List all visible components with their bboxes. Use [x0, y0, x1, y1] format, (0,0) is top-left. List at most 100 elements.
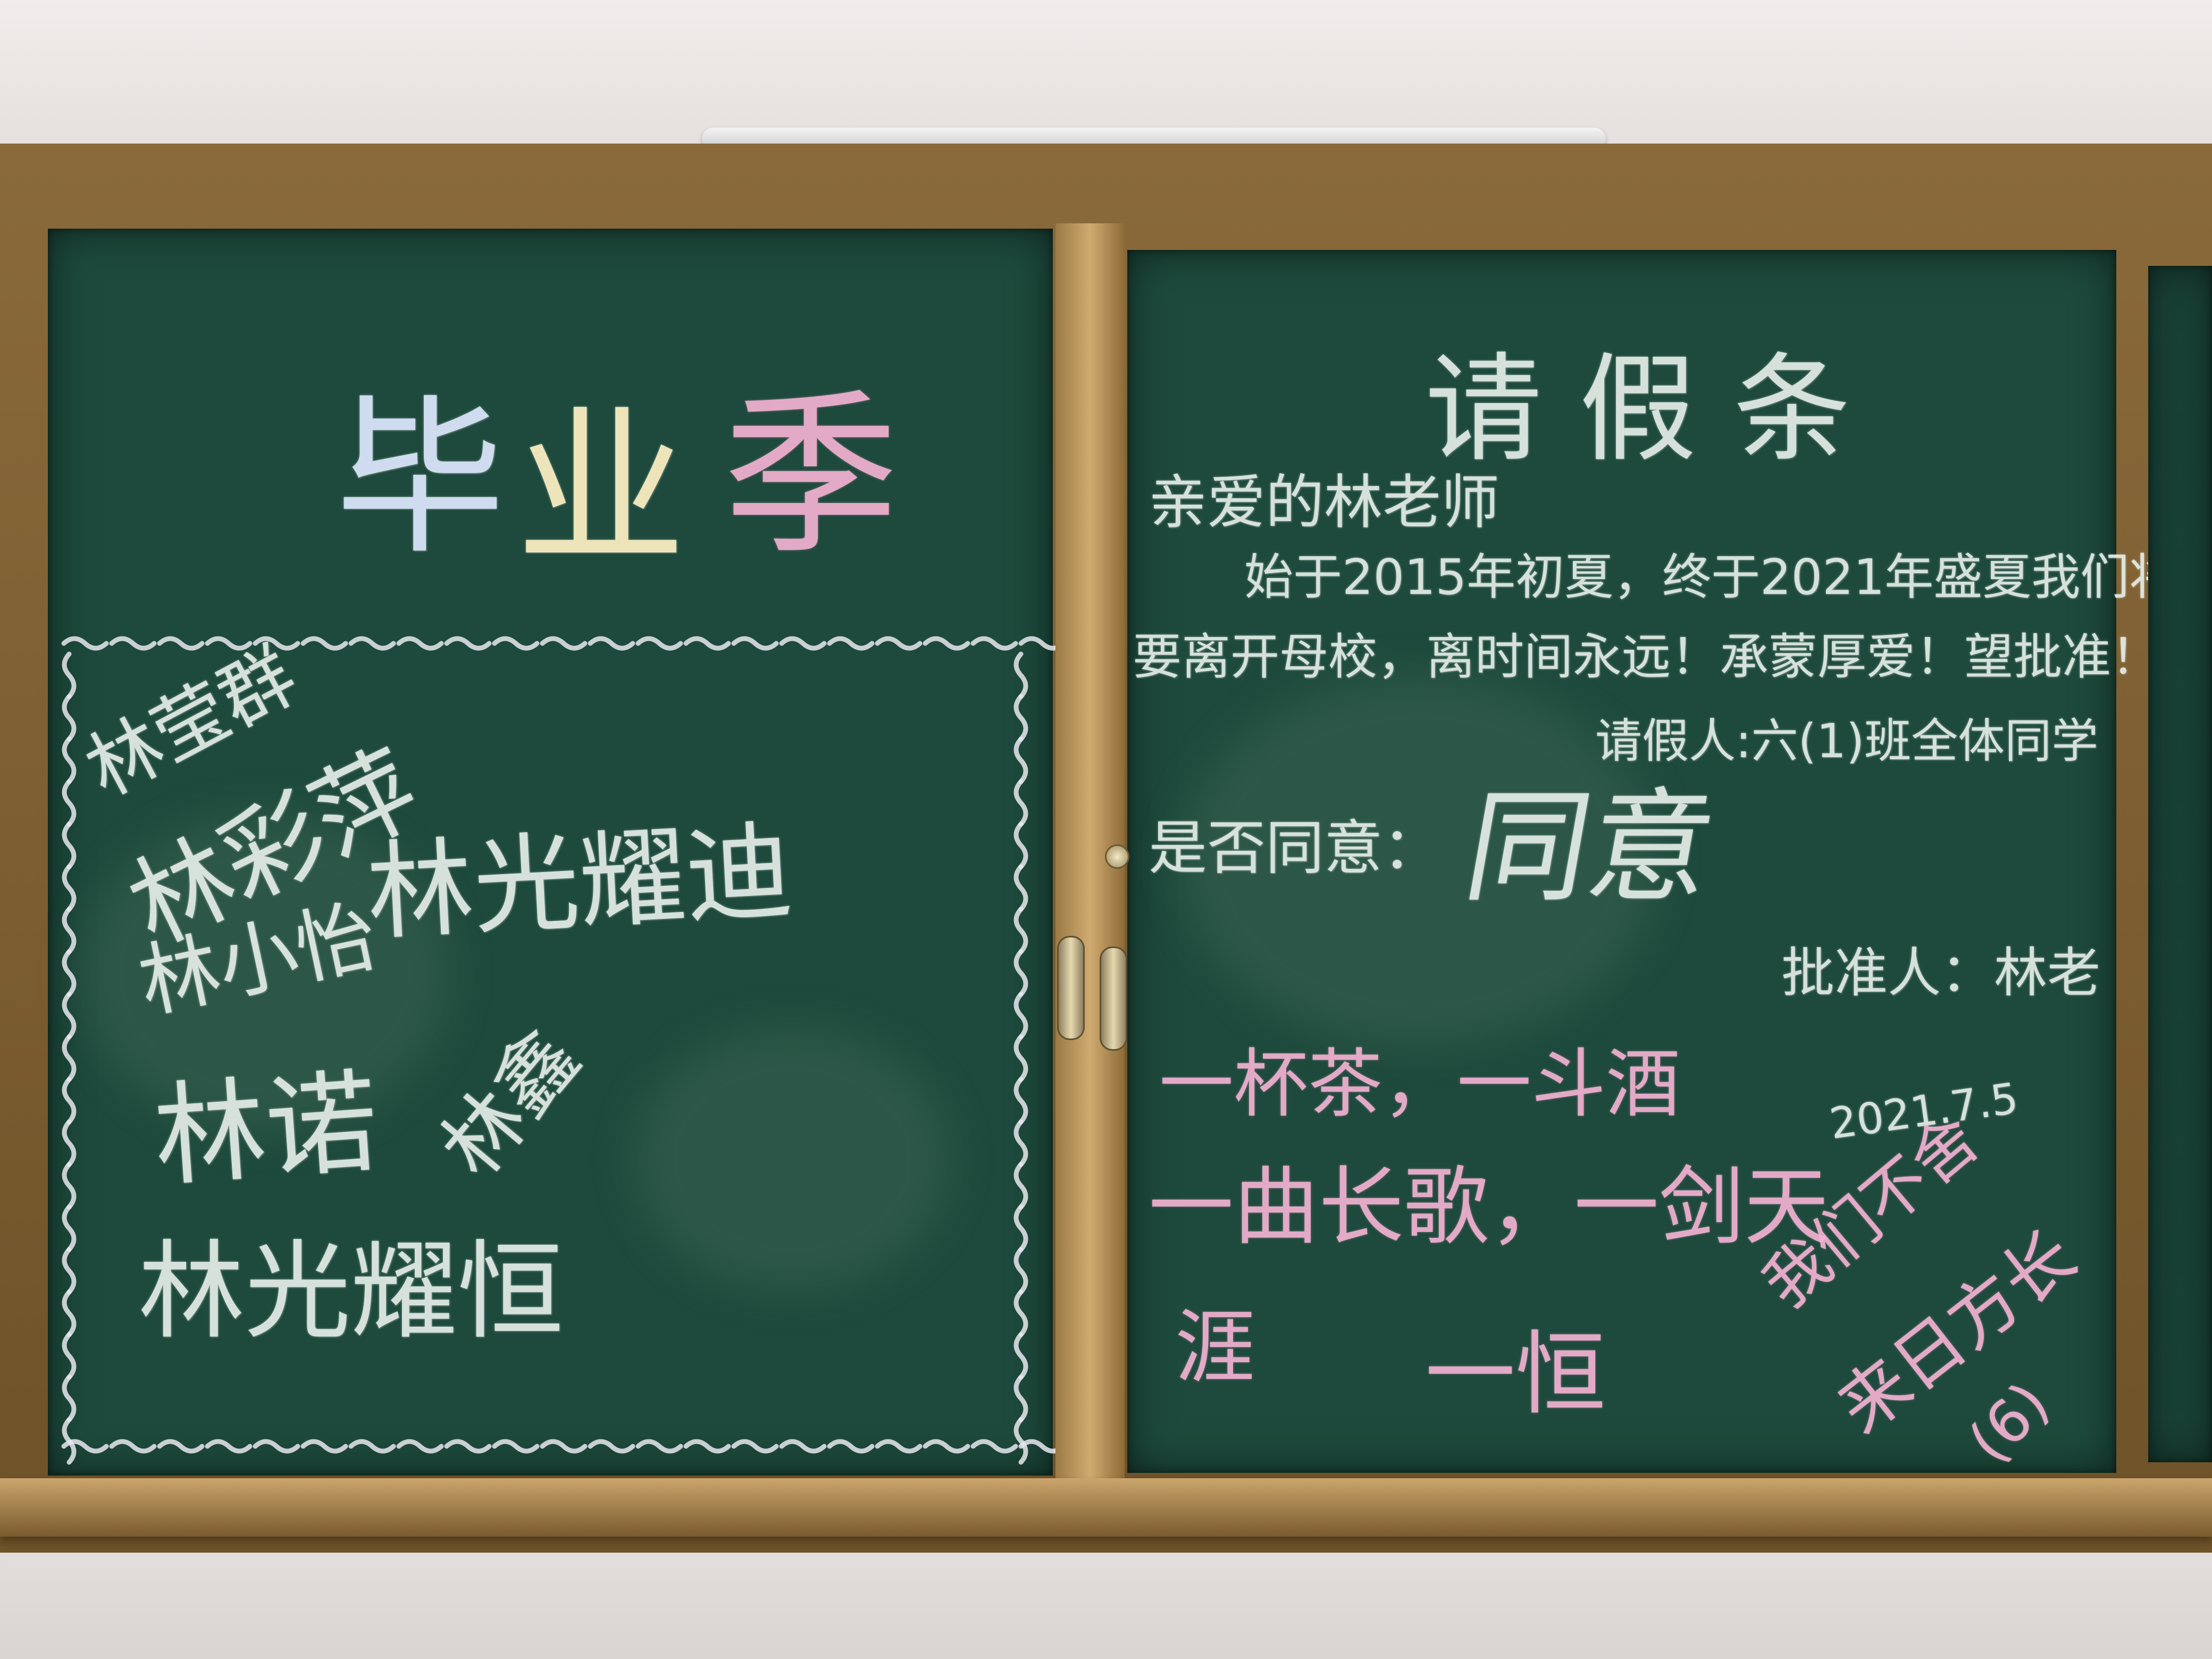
scroll-ornament — [396, 1439, 444, 1454]
scroll-ornament — [875, 1439, 923, 1454]
scroll-ornament — [540, 1439, 588, 1454]
scroll-ornament — [1013, 1332, 1028, 1380]
note-body-line2: 要离开母校，离时间永远！承蒙厚爱！望批准！ — [1133, 629, 2160, 685]
approval-signature: 同意 — [1455, 777, 1725, 919]
note-title: 请假条 — [1425, 341, 1888, 477]
note-greeting: 亲爱的林老师 — [1149, 468, 1499, 537]
scroll-ornament — [1013, 822, 1028, 869]
scroll-ornament — [62, 992, 77, 1040]
scroll-border — [61, 636, 1066, 1465]
scroll-ornament — [970, 1439, 1018, 1454]
scroll-ornament — [923, 636, 970, 651]
scroll-ornament — [348, 1439, 396, 1454]
right-blackboard: 请假条 亲爱的林老师 始于2015年初夏，终于2021年盛夏我们将 要离开母校，… — [1127, 250, 2178, 1476]
scroll-ornament — [62, 864, 77, 912]
scroll-ornament — [62, 736, 77, 784]
scroll-ornament — [1013, 1162, 1028, 1210]
title-char-ji: 季 — [723, 374, 899, 578]
scroll-ornament — [61, 636, 109, 651]
scroll-ornament — [62, 779, 77, 827]
scroll-ornament — [1013, 1077, 1028, 1125]
approval-question: 是否同意： — [1149, 814, 1441, 882]
scroll-ornament — [396, 636, 444, 651]
scroll-ornament — [62, 1247, 77, 1295]
scroll-ornament — [62, 949, 77, 997]
scroll-ornament — [62, 1417, 77, 1465]
scroll-ornament — [492, 636, 540, 651]
board-lock[interactable] — [1105, 844, 1129, 869]
scroll-ornament — [1013, 694, 1028, 742]
poem-line: 一恒 — [1425, 1322, 1606, 1427]
scroll-ornament — [1013, 651, 1028, 699]
scroll-ornament — [62, 694, 77, 742]
scroll-ornament — [348, 636, 396, 651]
note-body-line1: 始于2015年初夏，终于2021年盛夏我们将 — [1244, 549, 2179, 606]
scroll-ornament — [683, 636, 731, 651]
scroll-ornament — [205, 1439, 253, 1454]
scroll-ornament — [444, 1439, 492, 1454]
scroll-ornament — [731, 636, 779, 651]
scroll-ornament — [300, 1439, 348, 1454]
scroll-ornament — [588, 1439, 635, 1454]
scroll-ornament — [62, 1119, 77, 1167]
scroll-ornament — [62, 907, 77, 954]
scroll-ornament — [62, 1077, 77, 1125]
signature: 林诺 — [149, 1057, 382, 1203]
scroll-ornament — [731, 1439, 779, 1454]
scroll-ornament — [875, 636, 923, 651]
left-blackboard: 毕 业 季 林莹群 林彩萍 林小怡 林光耀迪 林鑫 林诺 林光耀恒 — [48, 229, 1066, 1476]
scroll-ornament — [1013, 1289, 1028, 1337]
scroll-ornament — [444, 636, 492, 651]
scroll-ornament — [492, 1439, 540, 1454]
title-char-ye: 业 — [516, 390, 686, 588]
scroll-ornament — [62, 1375, 77, 1422]
scroll-ornament — [1013, 1204, 1028, 1252]
scroll-ornament — [1013, 736, 1028, 784]
scroll-ornament — [300, 636, 348, 651]
chalk-smudge — [633, 1026, 952, 1292]
scroll-ornament — [62, 1034, 77, 1082]
scroll-ornament — [1013, 1375, 1028, 1422]
scroll-ornament — [970, 636, 1018, 651]
approver: 批准人：林老 — [1781, 942, 2100, 1004]
scroll-ornament — [1013, 907, 1028, 954]
scroll-ornament — [205, 636, 253, 651]
scroll-ornament — [1013, 1247, 1028, 1295]
poem-line: 一杯茶，一斗酒 — [1159, 1041, 1681, 1128]
scroll-ornament — [1013, 1417, 1028, 1465]
scroll-ornament — [62, 651, 77, 699]
adjacent-blackboard-edge — [2148, 266, 2212, 1462]
scroll-ornament — [253, 636, 300, 651]
scroll-ornament — [1013, 992, 1028, 1040]
sliding-handle-right[interactable] — [1100, 946, 1127, 1051]
sliding-handle-left[interactable] — [1057, 936, 1085, 1040]
poem-line: 涯 — [1175, 1302, 1255, 1394]
scroll-ornament — [109, 1439, 157, 1454]
scroll-ornament — [827, 1439, 875, 1454]
scroll-ornament — [1013, 864, 1028, 912]
chalk-smudge — [80, 814, 452, 1133]
scroll-ornament — [157, 1439, 205, 1454]
chalk-tray — [0, 1478, 2212, 1537]
scroll-ornament — [779, 1439, 827, 1454]
scroll-ornament — [540, 636, 588, 651]
wall-bottom — [0, 1553, 2212, 1659]
scroll-ornament — [62, 1204, 77, 1252]
note-applicant: 请假人:六(1)班全体同学 — [1595, 714, 2099, 768]
scroll-ornament — [779, 636, 827, 651]
scroll-ornament — [1013, 1119, 1028, 1167]
scroll-ornament — [253, 1439, 300, 1454]
scroll-ornament — [157, 636, 205, 651]
farewell-line: (6) — [1955, 1369, 2063, 1476]
chalk-smudge — [1180, 675, 1659, 1048]
scroll-ornament — [62, 1289, 77, 1337]
signature: 林光耀迪 — [364, 809, 795, 956]
title-char-bi: 毕 — [335, 380, 505, 577]
scroll-ornament — [635, 1439, 683, 1454]
poem-line: 一曲长歌，一剑天 — [1149, 1157, 1830, 1256]
scroll-ornament — [923, 1439, 970, 1454]
scroll-ornament — [827, 636, 875, 651]
scroll-ornament — [635, 636, 683, 651]
scroll-ornament — [62, 1162, 77, 1210]
scroll-ornament — [588, 636, 635, 651]
